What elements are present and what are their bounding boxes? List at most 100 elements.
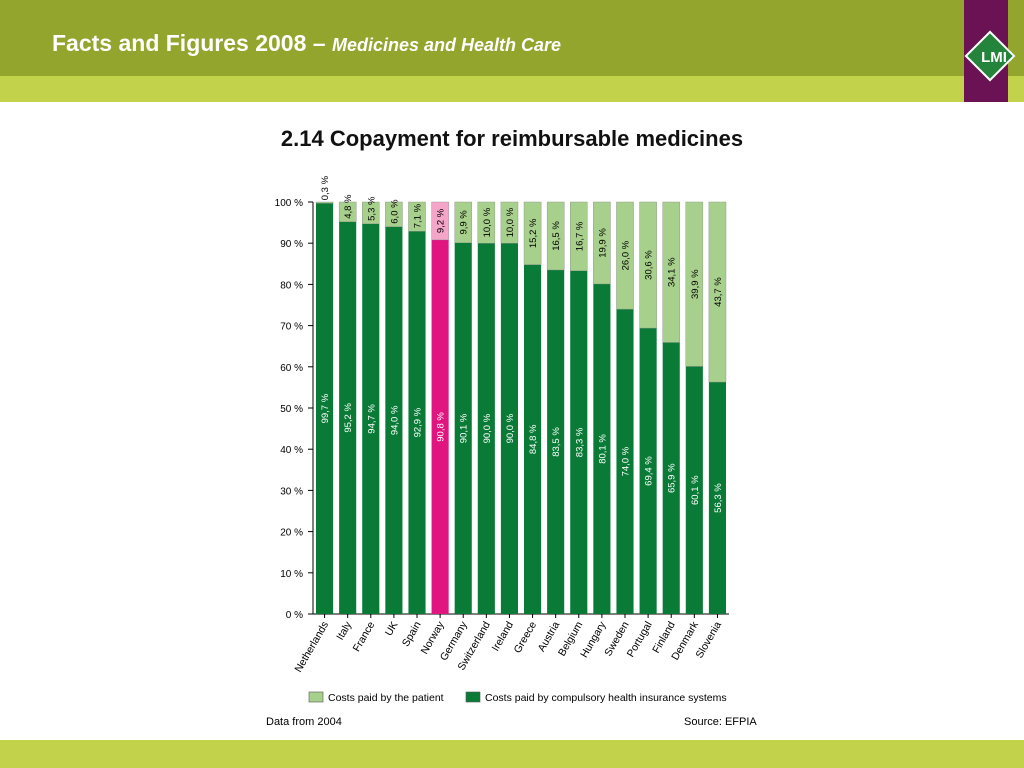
y-tick-label: 70 % <box>280 322 303 333</box>
bar-patient <box>338 201 357 222</box>
data-label-insurance: 94,0 % <box>389 405 400 435</box>
y-tick-label: 80 % <box>280 280 303 291</box>
data-label-insurance: 90,8 % <box>436 412 447 442</box>
header-bar <box>0 0 1024 76</box>
x-tick-label: Spain <box>400 619 424 648</box>
bar-patient <box>477 201 496 244</box>
data-label-patient: 30,6 % <box>644 250 655 280</box>
data-label-insurance: 56,3 % <box>713 483 724 513</box>
data-label-insurance: 90,0 % <box>482 413 493 443</box>
y-tick-label: 30 % <box>280 486 303 497</box>
data-label-insurance: 74,0 % <box>621 446 632 476</box>
bar-insurance <box>477 243 495 614</box>
logo-text: LMI <box>981 49 1007 66</box>
data-label-insurance: 83,3 % <box>574 427 585 457</box>
bar-patient <box>546 201 565 271</box>
data-label-insurance: 60,1 % <box>690 475 701 505</box>
x-tick-label: UK <box>383 620 401 639</box>
bar-insurance <box>547 269 565 614</box>
data-label-insurance: 99,7 % <box>320 393 331 423</box>
stacked-bar-chart: 0 % 10 % 20 % 30 % 40 % 50 % 60 % 70 % 80 % 90 % 1… <box>275 175 729 704</box>
bar-insurance <box>570 270 588 614</box>
bar-insurance <box>685 366 703 614</box>
bar-patient <box>570 201 588 272</box>
bar-insurance <box>616 309 634 614</box>
y-tick-label: 20 % <box>280 528 303 539</box>
data-label-patient: 39,9 % <box>690 269 701 299</box>
data-label-insurance: 65,9 % <box>667 463 678 493</box>
bar-insurance <box>362 223 380 614</box>
data-label-patient: 6,0 % <box>389 199 400 224</box>
data-label-patient: 9,9 % <box>459 210 470 235</box>
footer-bar <box>0 740 1024 768</box>
bar-insurance <box>339 221 357 614</box>
bar-patient <box>315 201 334 204</box>
data-label-patient: 9,2 % <box>436 208 447 233</box>
y-tick-label: 100 % <box>275 198 303 209</box>
data-label-patient: 16,7 % <box>574 221 585 251</box>
header-stripe <box>0 76 1024 102</box>
data-label-patient: 19,9 % <box>597 228 608 258</box>
y-tick-label: 50 % <box>280 404 303 415</box>
data-label-patient: 15,2 % <box>528 218 539 248</box>
bar-patient <box>639 201 657 329</box>
data-label-patient: 10,0 % <box>505 207 516 237</box>
legend-label-patient: Costs paid by the patient <box>328 692 444 704</box>
data-label-insurance: 95,2 % <box>343 403 354 433</box>
y-tick-label: 60 % <box>280 363 303 374</box>
data-label-patient: 4,8 % <box>343 194 354 219</box>
data-label-insurance: 94,7 % <box>366 404 377 434</box>
x-tick-label: Netherlands <box>292 620 331 675</box>
bar-insurance <box>524 264 542 614</box>
bar-insurance <box>408 231 426 614</box>
bar-patient <box>685 201 704 367</box>
bar-insurance <box>431 239 449 615</box>
bar-patient <box>454 201 472 243</box>
x-tick-label: Italy <box>334 619 354 642</box>
data-label-insurance: 90,1 % <box>459 413 470 443</box>
bar-insurance <box>593 283 611 614</box>
y-tick-label: 40 % <box>280 445 303 456</box>
data-label-patient: 7,1 % <box>413 203 424 228</box>
data-label-patient: 16,5 % <box>551 221 562 251</box>
bar-insurance <box>385 226 403 614</box>
data-label-patient: 34,1 % <box>667 257 678 287</box>
y-tick-label: 90 % <box>280 239 303 250</box>
data-label-insurance: 80,1 % <box>597 434 608 464</box>
data-label-insurance: 90,0 % <box>505 413 516 443</box>
bar-insurance <box>500 243 518 614</box>
bar-patient <box>385 201 403 227</box>
data-label-patient: 26,0 % <box>621 240 632 270</box>
bar-patient <box>616 201 634 310</box>
data-label-patient: 43,7 % <box>713 277 724 307</box>
bar-patient <box>408 201 426 232</box>
bar-patient <box>708 201 727 383</box>
bar-patient <box>523 201 542 265</box>
data-label-insurance: 92,9 % <box>413 407 424 437</box>
bar-insurance <box>639 328 657 614</box>
bar-patient <box>362 201 380 225</box>
data-label-insurance: 69,4 % <box>644 456 655 486</box>
bar-insurance <box>454 242 472 614</box>
bar-patient <box>662 201 680 343</box>
x-tick-label: Greece <box>512 619 540 655</box>
x-tick-label: France <box>351 619 378 653</box>
bar-insurance <box>316 203 334 614</box>
legend-swatch-patient <box>308 691 324 703</box>
data-label-patient: 5,3 % <box>366 196 377 221</box>
header-title-text: Facts and Figures 2008 – <box>52 30 326 56</box>
bar-patient <box>431 201 449 241</box>
bar-insurance <box>708 382 726 614</box>
page-header-title: Facts and Figures 2008 – Medicines and H… <box>52 30 561 57</box>
chart-title: 2.14 Copayment for reimbursable medicine… <box>280 126 744 151</box>
footer-note: Data from 2004 <box>266 716 342 728</box>
data-label-insurance: 84,8 % <box>528 424 539 454</box>
y-tick-label: 10 % <box>280 569 303 580</box>
data-label-patient: 10,0 % <box>482 207 493 237</box>
legend-swatch-insurance <box>465 691 481 703</box>
legend-label-insurance: Costs paid by compulsory health insuranc… <box>485 692 727 704</box>
data-label-insurance: 83,5 % <box>551 427 562 457</box>
footer-source: Source: EFPIA <box>684 716 757 728</box>
bar-patient <box>593 201 611 285</box>
header-subtitle-text: Medicines and Health Care <box>331 35 562 55</box>
